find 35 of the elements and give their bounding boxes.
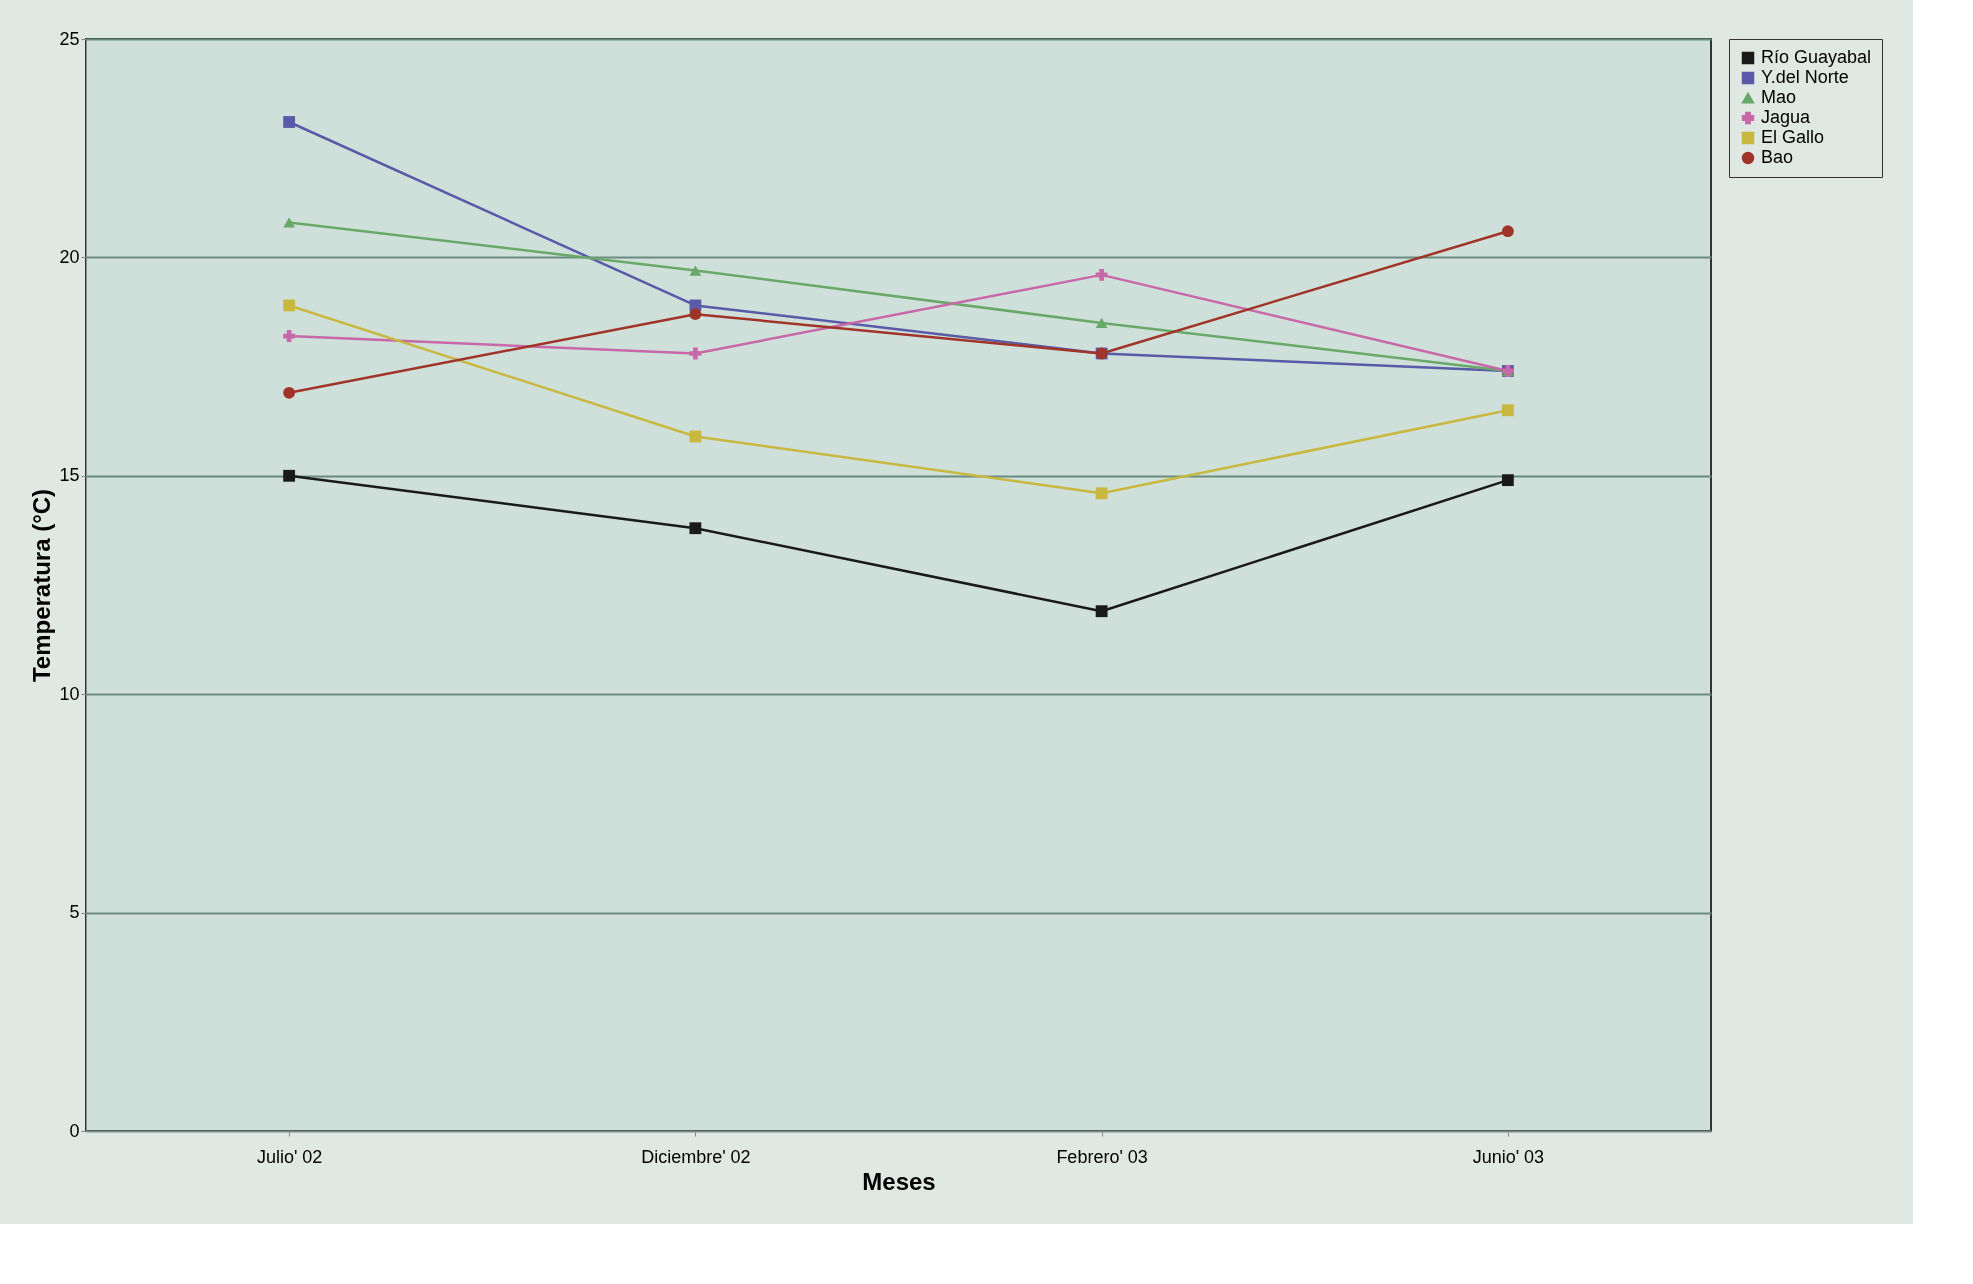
y-tick-label: 5: [69, 902, 80, 923]
point: [283, 217, 296, 228]
point: [1501, 225, 1514, 238]
point: [283, 299, 296, 312]
x-axis-title: Meses: [862, 1167, 936, 1195]
point: [1095, 487, 1108, 500]
point: [1095, 605, 1108, 618]
point: [1501, 404, 1514, 417]
point: [689, 347, 702, 360]
point: [1501, 474, 1514, 487]
legend-label: Bao: [1761, 147, 1794, 167]
point: [283, 469, 296, 482]
y-tick-label: 25: [59, 28, 80, 49]
x-tick-label: Febrero' 03: [1056, 1146, 1148, 1167]
point: [283, 386, 296, 399]
y-axis-title: Temperatura (°C): [28, 488, 56, 683]
y-tick-label: 0: [69, 1120, 80, 1141]
legend-label: Jagua: [1761, 107, 1812, 127]
point: [689, 522, 702, 535]
y-tick-label: 15: [59, 465, 80, 486]
legend-label: El Gallo: [1761, 127, 1825, 147]
point: [1095, 317, 1108, 329]
point: [1095, 268, 1108, 281]
point: [283, 116, 296, 128]
x-tick-label: Diciembre' 02: [641, 1146, 751, 1167]
x-tick-label: Julio' 02: [256, 1146, 323, 1167]
point: [689, 430, 702, 443]
legend-label: Río Guayabal: [1761, 47, 1872, 67]
y-tick-label: 10: [59, 683, 80, 704]
legend-label: Mao: [1761, 87, 1797, 107]
point: [689, 265, 702, 276]
point: [689, 308, 702, 321]
legend-label: Y.del Norte: [1761, 67, 1849, 87]
y-tick-label: 20: [59, 246, 80, 267]
x-tick-label: Junio' 03: [1472, 1146, 1545, 1167]
